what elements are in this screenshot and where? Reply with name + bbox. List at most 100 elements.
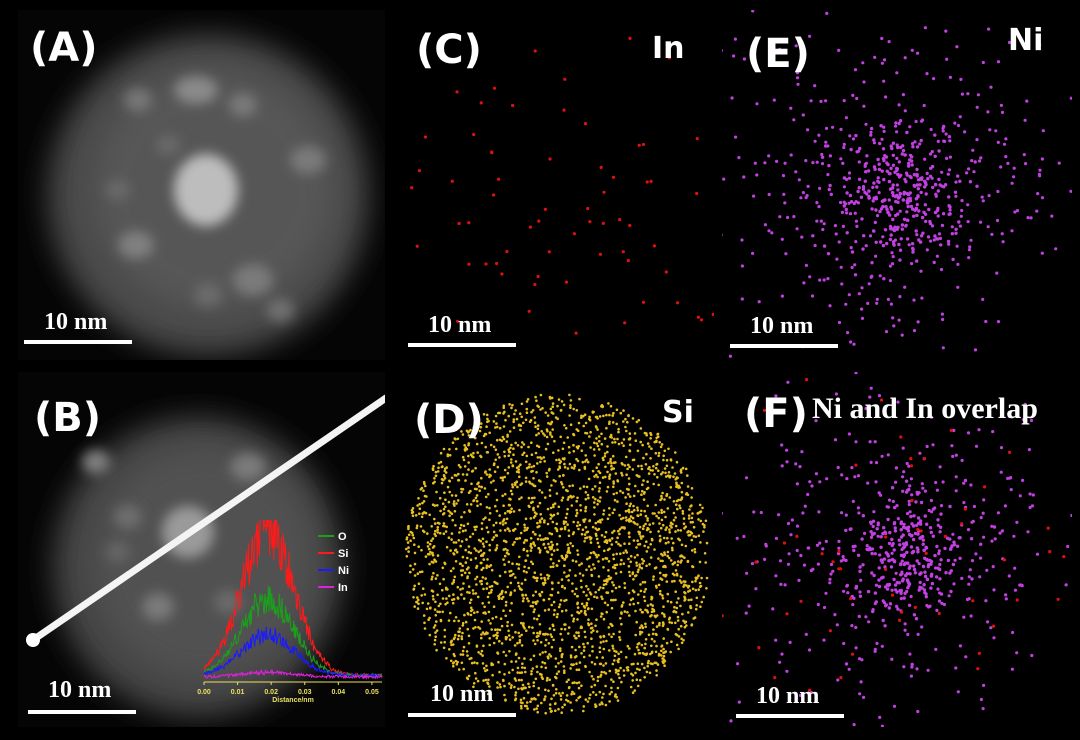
ni-signal-dot — [909, 204, 914, 209]
si-signal-dot — [452, 664, 455, 668]
ni-signal-dot — [885, 169, 889, 173]
ni-signal-dot — [794, 44, 798, 48]
ni-signal-dot — [806, 184, 810, 188]
si-signal-dot — [670, 546, 674, 550]
si-signal-dot — [656, 663, 660, 666]
ni-signal-dot — [882, 526, 886, 530]
si-signal-dot — [574, 560, 578, 563]
si-signal-dot — [700, 576, 703, 580]
si-signal-dot — [556, 591, 560, 594]
ni-signal-dot — [982, 535, 986, 539]
si-signal-dot — [650, 651, 654, 654]
si-signal-dot — [638, 626, 642, 630]
si-signal-dot — [478, 429, 482, 433]
ni-signal-dot — [1012, 175, 1016, 179]
si-signal-dot — [433, 517, 436, 521]
si-signal-dot — [702, 595, 705, 599]
si-signal-dot — [447, 500, 451, 504]
si-signal-dot — [619, 562, 622, 566]
series-line-in — [203, 668, 383, 680]
si-signal-dot — [409, 564, 412, 567]
in-signal-dot — [415, 244, 419, 248]
si-signal-dot — [442, 507, 446, 511]
si-signal-dot — [486, 420, 489, 424]
si-signal-dot — [445, 545, 449, 549]
si-signal-dot — [584, 536, 587, 540]
ni-signal-dot — [872, 181, 876, 185]
si-signal-dot — [561, 584, 564, 588]
si-signal-dot — [647, 633, 651, 637]
si-signal-dot — [477, 481, 480, 484]
si-signal-dot — [535, 579, 539, 583]
si-signal-dot — [467, 545, 471, 548]
si-signal-dot — [631, 691, 635, 694]
si-signal-dot — [463, 571, 467, 575]
si-signal-dot — [619, 411, 623, 415]
ni-signal-dot — [845, 211, 849, 215]
si-signal-dot — [409, 539, 412, 542]
si-signal-dot — [686, 474, 689, 477]
si-signal-dot — [488, 518, 491, 522]
ni-signal-dot — [889, 144, 893, 148]
ni-signal-dot — [890, 186, 895, 190]
ni-signal-dot — [1040, 251, 1044, 255]
ni-signal-dot — [960, 92, 964, 96]
si-signal-dot — [480, 582, 483, 586]
si-signal-dot — [463, 465, 467, 468]
si-signal-dot — [567, 496, 570, 499]
in-signal-dot — [900, 610, 904, 614]
ni-signal-dot — [916, 632, 920, 636]
ni-signal-dot — [813, 139, 817, 143]
si-signal-dot — [514, 693, 517, 697]
si-signal-dot — [469, 613, 473, 617]
si-signal-dot — [620, 558, 623, 562]
ni-signal-dot — [876, 157, 880, 162]
si-signal-dot — [596, 541, 600, 545]
ni-signal-dot — [807, 546, 811, 550]
si-signal-dot — [559, 527, 563, 531]
si-signal-dot — [436, 504, 439, 507]
si-signal-dot — [558, 461, 562, 465]
si-signal-dot — [563, 527, 567, 531]
si-signal-dot — [544, 411, 547, 414]
ni-signal-dot — [873, 55, 877, 60]
si-signal-dot — [666, 628, 670, 631]
si-signal-dot — [594, 527, 597, 530]
ni-signal-dot — [951, 257, 955, 262]
si-signal-dot — [532, 610, 536, 614]
si-signal-dot — [666, 550, 670, 554]
si-signal-dot — [453, 473, 457, 477]
ni-signal-dot — [897, 538, 901, 542]
ni-signal-dot — [795, 227, 799, 231]
si-signal-dot — [412, 587, 416, 591]
si-signal-dot — [436, 531, 440, 534]
si-signal-dot — [593, 551, 596, 555]
ni-signal-dot — [879, 240, 883, 244]
si-signal-dot — [625, 429, 628, 433]
si-signal-dot — [663, 551, 666, 554]
ni-signal-dot — [879, 207, 884, 211]
si-signal-dot — [534, 601, 537, 604]
ni-signal-dot — [909, 594, 913, 599]
ni-signal-dot — [870, 261, 874, 265]
si-signal-dot — [670, 526, 673, 529]
ni-signal-dot — [1021, 478, 1025, 482]
si-signal-dot — [647, 546, 650, 549]
ni-signal-dot — [987, 194, 991, 198]
ni-signal-dot — [894, 199, 898, 204]
ni-signal-dot — [808, 275, 812, 279]
ni-signal-dot — [966, 203, 970, 207]
in-signal-dot — [528, 225, 532, 229]
ni-signal-dot — [928, 174, 933, 178]
si-signal-dot — [610, 606, 614, 610]
ni-signal-dot — [905, 550, 909, 555]
ni-signal-dot — [885, 207, 889, 211]
si-signal-dot — [624, 509, 628, 513]
si-signal-dot — [620, 471, 623, 475]
ni-signal-dot — [1037, 172, 1041, 176]
ni-signal-dot — [862, 80, 866, 84]
si-signal-dot — [637, 489, 640, 493]
si-signal-dot — [622, 562, 626, 565]
si-signal-dot — [439, 618, 443, 622]
si-signal-dot — [603, 671, 606, 674]
